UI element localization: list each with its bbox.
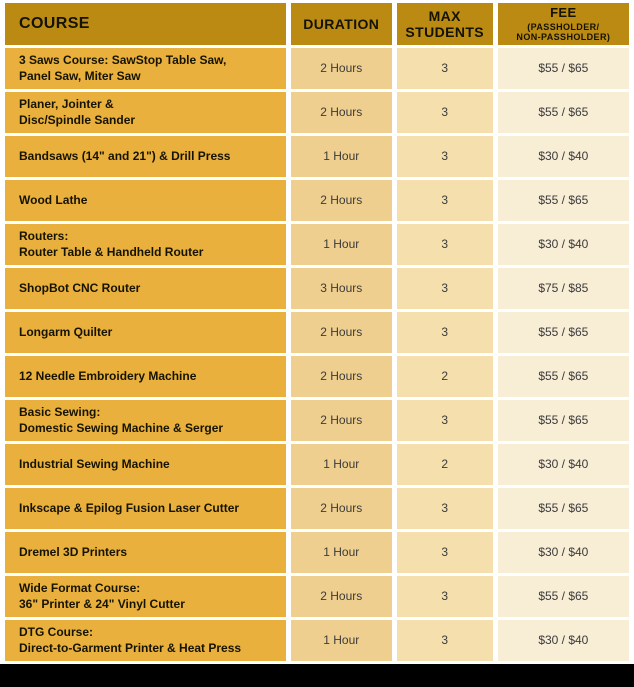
duration-cell: 2 Hours [290, 356, 392, 397]
course-cell: Bandsaws (14" and 21") & Drill Press [5, 136, 286, 177]
max-students-cell: 3 [396, 92, 493, 133]
course-cell: Planer, Jointer & Disc/Spindle Sander [5, 92, 286, 133]
duration-cell: 2 Hours [290, 488, 392, 529]
fee-cell: $55 / $65 [497, 92, 629, 133]
fee-cell: $30 / $40 [497, 532, 629, 573]
duration-cell: 2 Hours [290, 400, 392, 441]
max-students-cell: 3 [396, 400, 493, 441]
duration-cell: 1 Hour [290, 136, 392, 177]
course-fee-table: COURSE DURATION MAX STUDENTS FEE (PASSHO… [5, 3, 629, 661]
header-max-students: MAX STUDENTS [396, 3, 493, 45]
table-body: 3 Saws Course: SawStop Table Saw, Panel … [5, 48, 629, 661]
fee-cell: $30 / $40 [497, 620, 629, 661]
course-cell: Routers: Router Table & Handheld Router [5, 224, 286, 265]
header-course: COURSE [5, 3, 286, 45]
duration-cell: 1 Hour [290, 224, 392, 265]
course-cell: Longarm Quilter [5, 312, 286, 353]
fee-cell: $55 / $65 [497, 356, 629, 397]
fee-cell: $30 / $40 [497, 224, 629, 265]
max-students-cell: 3 [396, 532, 493, 573]
duration-cell: 1 Hour [290, 620, 392, 661]
table-row: 3 Saws Course: SawStop Table Saw, Panel … [5, 48, 629, 89]
max-students-cell: 3 [396, 48, 493, 89]
max-students-cell: 3 [396, 268, 493, 309]
max-students-cell: 3 [396, 180, 493, 221]
bottom-bar [0, 664, 634, 687]
duration-cell: 1 Hour [290, 444, 392, 485]
fee-cell: $55 / $65 [497, 488, 629, 529]
table-row: Bandsaws (14" and 21") & Drill Press 1 H… [5, 136, 629, 177]
max-students-cell: 3 [396, 224, 493, 265]
duration-cell: 2 Hours [290, 48, 392, 89]
fee-cell: $55 / $65 [497, 48, 629, 89]
table-row: Dremel 3D Printers 1 Hour 3 $30 / $40 [5, 532, 629, 573]
fee-cell: $75 / $85 [497, 268, 629, 309]
course-cell: Dremel 3D Printers [5, 532, 286, 573]
fee-cell: $55 / $65 [497, 400, 629, 441]
table-row: Wood Lathe 2 Hours 3 $55 / $65 [5, 180, 629, 221]
max-students-cell: 2 [396, 356, 493, 397]
header-fee-title: FEE [550, 4, 577, 20]
course-cell: Inkscape & Epilog Fusion Laser Cutter [5, 488, 286, 529]
table-row: Planer, Jointer & Disc/Spindle Sander 2 … [5, 92, 629, 133]
duration-cell: 1 Hour [290, 532, 392, 573]
max-students-cell: 3 [396, 312, 493, 353]
course-cell: Industrial Sewing Machine [5, 444, 286, 485]
table-row: Basic Sewing: Domestic Sewing Machine & … [5, 400, 629, 441]
max-students-cell: 3 [396, 576, 493, 617]
course-cell: ShopBot CNC Router [5, 268, 286, 309]
fee-cell: $55 / $65 [497, 312, 629, 353]
table-row: Industrial Sewing Machine 1 Hour 2 $30 /… [5, 444, 629, 485]
duration-cell: 2 Hours [290, 576, 392, 617]
course-cell: Wood Lathe [5, 180, 286, 221]
table-row: ShopBot CNC Router 3 Hours 3 $75 / $85 [5, 268, 629, 309]
max-students-cell: 2 [396, 444, 493, 485]
table-row: DTG Course: Direct-to-Garment Printer & … [5, 620, 629, 661]
fee-cell: $30 / $40 [497, 444, 629, 485]
table-row: Wide Format Course: 36" Printer & 24" Vi… [5, 576, 629, 617]
table-row: Routers: Router Table & Handheld Router … [5, 224, 629, 265]
table-header-row: COURSE DURATION MAX STUDENTS FEE (PASSHO… [5, 3, 629, 45]
course-cell: Basic Sewing: Domestic Sewing Machine & … [5, 400, 286, 441]
header-fee-subtitle: (PASSHOLDER/ NON-PASSHOLDER) [516, 21, 611, 42]
duration-cell: 2 Hours [290, 180, 392, 221]
duration-cell: 3 Hours [290, 268, 392, 309]
header-fee: FEE (PASSHOLDER/ NON-PASSHOLDER) [497, 3, 629, 45]
duration-cell: 2 Hours [290, 312, 392, 353]
max-students-cell: 3 [396, 488, 493, 529]
header-duration: DURATION [290, 3, 392, 45]
duration-cell: 2 Hours [290, 92, 392, 133]
table-row: Longarm Quilter 2 Hours 3 $55 / $65 [5, 312, 629, 353]
max-students-cell: 3 [396, 620, 493, 661]
fee-cell: $55 / $65 [497, 576, 629, 617]
course-cell: 3 Saws Course: SawStop Table Saw, Panel … [5, 48, 286, 89]
max-students-cell: 3 [396, 136, 493, 177]
fee-cell: $55 / $65 [497, 180, 629, 221]
table-row: Inkscape & Epilog Fusion Laser Cutter 2 … [5, 488, 629, 529]
table-row: 12 Needle Embroidery Machine 2 Hours 2 $… [5, 356, 629, 397]
course-cell: 12 Needle Embroidery Machine [5, 356, 286, 397]
course-cell: DTG Course: Direct-to-Garment Printer & … [5, 620, 286, 661]
fee-cell: $30 / $40 [497, 136, 629, 177]
course-cell: Wide Format Course: 36" Printer & 24" Vi… [5, 576, 286, 617]
